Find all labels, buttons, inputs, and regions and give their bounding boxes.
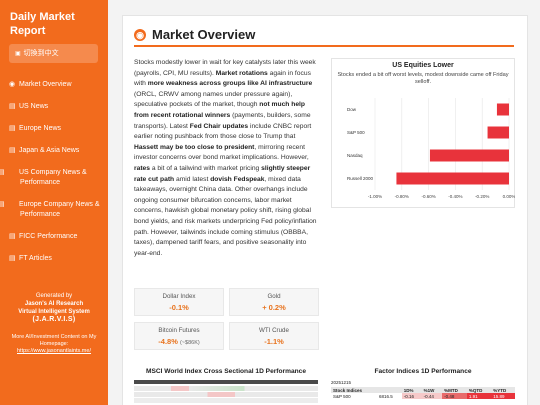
table-row: S&P 500 6816.5 -0.16 -0.44 -0.48 1.91 15… [331, 393, 515, 399]
chart-category-label: S&P 500 [347, 130, 365, 135]
promo-block: More AI/Investment Content on My Homepag… [4, 334, 104, 355]
chart-bar [429, 149, 509, 162]
sidebar-item-label: FICC Performance [19, 233, 78, 240]
sidebar-item-label: US News [19, 103, 49, 110]
metric-value: -4.8% [158, 337, 178, 346]
brand-block: Generated by Jason's AI Research Virtual… [0, 292, 108, 324]
promo-line: Homepage: [39, 341, 69, 347]
chart-x-tick-label: -0.60% [421, 194, 435, 199]
table-cell: 15.89 [491, 393, 515, 399]
metric-bitcoin-futures: Bitcoin Futures -4.8% (~$86K) [134, 322, 224, 350]
table-header-cell: 1D% [403, 387, 414, 393]
metric-gold: Gold + 0.2% [229, 288, 319, 316]
sidebar-item-europe-news[interactable]: ▤ Europe News [9, 124, 103, 134]
chart-category-label: Russell 2000 [347, 176, 374, 181]
metric-dollar-index: Dollar Index -0.1% [134, 288, 224, 316]
flag-icon: ▤ [9, 103, 16, 110]
heatmap-row [134, 392, 318, 397]
table-header-row: Stock Indices 1D% %1W %MTD %QTD %YTD [331, 387, 515, 393]
language-switch-label: 切換到中文 [23, 50, 59, 57]
sidebar-item-label: Japan & Asia News [19, 147, 80, 154]
sidebar-item-us-news[interactable]: ▤ US News [9, 102, 103, 112]
table-header-cell: %QTD [468, 387, 483, 393]
factor-table-date: 20251215 [331, 380, 352, 385]
table-cell: -0.44 [421, 393, 443, 399]
market-summary-text: Stocks modestly lower in wait for key ca… [134, 59, 317, 257]
metric-value: -0.1% [169, 303, 189, 312]
brand-line: Virtual Intelligent System [18, 309, 90, 315]
table-cell: 6816.5 [378, 393, 393, 399]
metric-value: -1.1% [264, 337, 284, 346]
table-cell: -0.48 [442, 393, 467, 399]
msci-heatmap-table [134, 380, 318, 405]
language-icon: ▣ [15, 51, 21, 57]
heatmap-row [134, 398, 318, 403]
chart-x-tick-label: -1.00% [368, 194, 382, 199]
sidebar-item-label: Market Overview [19, 81, 72, 88]
section-header: ◉ Market Overview [134, 27, 255, 42]
chart-icon: ▤ [9, 233, 16, 240]
sidebar-item-label: FT Articles [19, 255, 52, 262]
sidebar-item-label: Europe News [19, 125, 62, 132]
chart-category-label: Nasdaq [347, 153, 363, 158]
flag-icon: ▤ [0, 201, 5, 208]
app-title: Daily Market Report [10, 11, 75, 37]
sidebar-item-market-overview[interactable]: ◉ Market Overview [9, 80, 103, 90]
table-cell: 1.91 [466, 393, 492, 399]
factor-table-title: Factor Indices 1D Performance [374, 368, 472, 375]
metric-label: Bitcoin Futures [158, 327, 200, 334]
sidebar-item-ficc-performance[interactable]: ▤ FICC Performance [9, 232, 103, 242]
sidebar: Daily Market Report ▣ 切換到中文 ◉ Market Overv… [0, 0, 108, 405]
flag-icon: ▤ [9, 125, 16, 132]
heatmap-header [134, 380, 318, 384]
sidebar-item-label: US Company News & Performance [19, 169, 87, 186]
table-header-cell: %1W [423, 387, 435, 393]
sidebar-item-us-company-news[interactable]: ▤ US Company News & Performance [0, 168, 103, 188]
flag-icon: ▤ [9, 147, 16, 154]
chart-x-tick-label: -0.40% [448, 194, 462, 199]
language-switch-button[interactable]: ▣ 切換到中文 [9, 44, 98, 63]
metric-value: + 0.2% [262, 303, 286, 312]
page-title: Market Overview [152, 27, 256, 42]
metric-label: Gold [267, 293, 281, 300]
promo-line: More AI/Investment Content on My [11, 334, 97, 340]
sidebar-item-ft-articles[interactable]: ▤ FT Articles [9, 254, 103, 264]
chart-bar [396, 172, 509, 185]
table-header-cell: %YTD [493, 387, 507, 393]
chart-bar [496, 103, 509, 116]
table-header-cell: Stock Indices [333, 387, 363, 393]
chart-x-tick-label: 0.00% [503, 194, 515, 199]
globe-icon: ◉ [9, 81, 16, 88]
metric-wti-crude: WTI Crude -1.1% [229, 322, 319, 350]
table-cell: S&P 500 [333, 393, 351, 399]
chart-category-label: Dow [347, 107, 357, 112]
chart-x-tick-label: -0.80% [395, 194, 409, 199]
brand-line: Jason's AI Research [24, 301, 84, 307]
chart-bar [487, 126, 509, 139]
metric-label: Dollar Index [162, 293, 196, 300]
chart-subtitle: Stocks ended a bit off worst levels, mod… [337, 72, 509, 85]
us-equities-bar-chart: -1.00% -0.80% -0.60% -0.40% -0.20% 0.00% Dow S&… [347, 98, 515, 199]
sidebar-item-europe-company-news[interactable]: ▤ Europe Company News & Performance [0, 200, 103, 220]
flag-icon: ▤ [0, 169, 5, 176]
chart-title: US Equities Lower [392, 62, 454, 69]
metric-sub: (~$86K) [179, 340, 200, 346]
sidebar-item-label: Europe Company News & Performance [19, 201, 100, 218]
header-divider [134, 45, 514, 47]
msci-table-title: MSCI World Index Cross Sectional 1D Perf… [145, 368, 306, 375]
sidebar-item-japan-asia-news[interactable]: ▤ Japan & Asia News [9, 146, 103, 156]
metric-label: WTI Crude [259, 327, 289, 334]
brand-acronym: (J.A.R.V.I.S) [32, 316, 76, 323]
chart-icon: ▤ [9, 255, 16, 262]
chart-x-tick-label: -0.20% [475, 194, 489, 199]
heatmap-row [134, 386, 318, 391]
table-header-cell: %MTD [444, 387, 458, 393]
globe-icon: ◉ [134, 29, 146, 41]
homepage-link[interactable]: https://www.jasonantlaints.me/ [17, 348, 91, 354]
factor-table: Stock Indices 1D% %1W %MTD %QTD %YTD S&P… [331, 387, 515, 399]
brand-line: Generated by [35, 293, 73, 299]
table-cell: -0.16 [401, 393, 422, 399]
